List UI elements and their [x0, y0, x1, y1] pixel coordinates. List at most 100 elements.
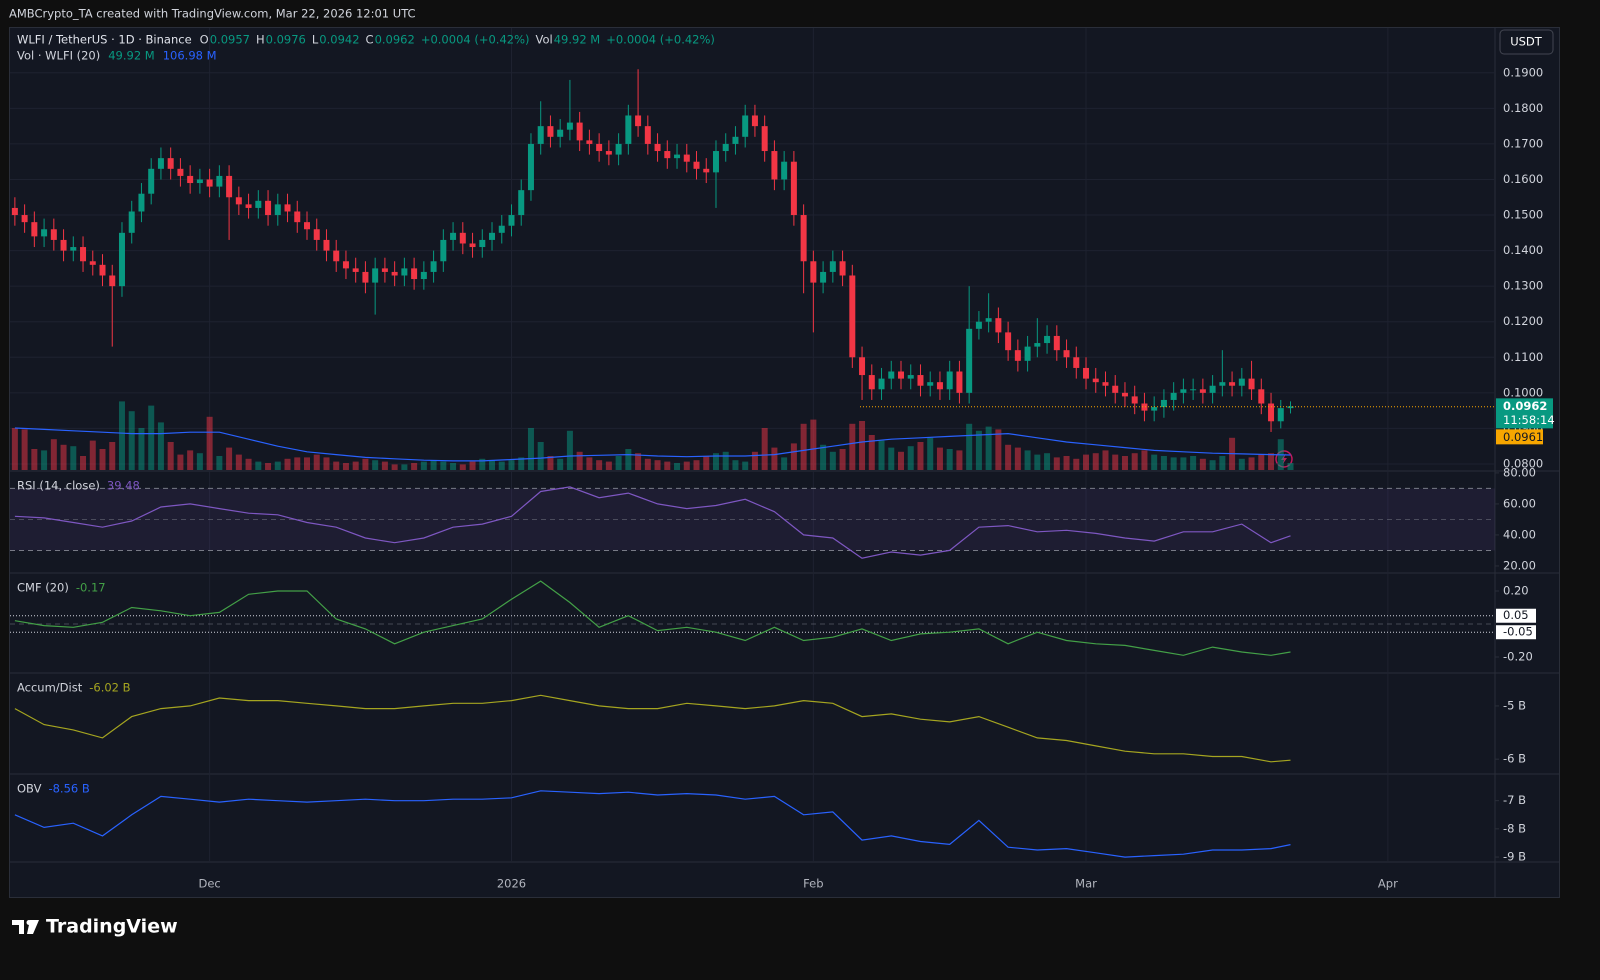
volume-bar — [898, 451, 904, 470]
attribution: AMBCrypto_TA created with TradingView.co… — [9, 7, 416, 21]
volume-bar — [576, 451, 583, 470]
candle-body — [839, 261, 846, 276]
candle-body — [596, 143, 603, 152]
volume-bar — [401, 464, 408, 470]
volume-bar — [469, 461, 476, 470]
candle-body — [11, 207, 18, 216]
ref-price-label: 0.0961 — [1503, 430, 1543, 444]
candle-body — [868, 375, 875, 390]
volume-bar — [255, 461, 262, 470]
candle-body — [790, 161, 797, 216]
candle-body — [956, 371, 963, 393]
y-tick-label: 0.1800 — [1503, 101, 1543, 115]
volume-bar — [323, 457, 330, 470]
y-tick-label: 0.1500 — [1503, 208, 1543, 222]
candle-body — [1199, 389, 1206, 393]
y-tick-label: -5 B — [1503, 698, 1526, 712]
candle-body — [333, 250, 340, 262]
volume-bar — [459, 464, 466, 470]
candle-body — [927, 382, 934, 386]
volume-bar — [1005, 444, 1012, 470]
candle-body — [450, 232, 457, 240]
volume-bar — [372, 460, 379, 470]
candle-body — [255, 200, 262, 208]
indicator-value: 39.48 — [107, 479, 140, 493]
logo-dot — [26, 920, 32, 925]
level-badge — [1496, 608, 1536, 623]
candle-body — [1131, 396, 1138, 404]
volume-bar — [1141, 450, 1148, 470]
candle-body — [41, 229, 48, 237]
candle-body — [498, 225, 505, 233]
volume-bar — [226, 447, 233, 470]
volume-bar — [391, 464, 398, 470]
y-tick-label: 0.1000 — [1503, 385, 1543, 399]
candle-body — [352, 268, 359, 272]
currency-button[interactable] — [1499, 29, 1554, 55]
volume-bar — [216, 456, 223, 470]
candle-body — [489, 232, 496, 240]
marks — [11, 69, 1294, 858]
candle-body — [1229, 382, 1236, 386]
volume-bar — [21, 429, 28, 470]
candle-body — [177, 168, 184, 176]
volume-bar — [625, 449, 632, 470]
candle-body — [693, 161, 700, 169]
volume-value: 49.92 M — [554, 33, 601, 47]
candle-body — [820, 271, 827, 283]
candle-body — [362, 271, 369, 283]
candle-body — [664, 151, 671, 159]
candle-body — [674, 154, 681, 159]
volume-bar — [664, 461, 671, 470]
volume-bar — [128, 411, 135, 470]
indicator-title: Accum/Dist — [17, 681, 83, 695]
candle-body — [430, 261, 437, 272]
candle-body — [1014, 350, 1021, 361]
y-tick-label: 80.00 — [1503, 465, 1536, 479]
y-tick-label: 0.1300 — [1503, 279, 1543, 293]
volume-bar — [1248, 457, 1255, 470]
y-tick-label: 20.00 — [1503, 558, 1536, 572]
volume-bar — [167, 442, 174, 470]
volume-bar — [430, 460, 437, 470]
quote-value: 0.0957 — [210, 33, 250, 47]
y-tick-label: 0.0800 — [1503, 456, 1543, 470]
volume-bar — [498, 461, 505, 470]
y-tick-label: 0.20 — [1503, 583, 1529, 597]
volume-bar — [99, 449, 106, 470]
y-tick-label: 40.00 — [1503, 527, 1536, 541]
indicator-line — [14, 790, 1291, 858]
volume-bar — [1063, 456, 1070, 470]
x-tick-label: Apr — [1378, 877, 1398, 891]
candle-body — [235, 197, 242, 205]
y-tick-label: 0.1400 — [1503, 243, 1543, 257]
volume-bar — [557, 458, 564, 470]
volume-change: +0.0004 (+0.42%) — [606, 33, 715, 47]
candle-body — [878, 378, 885, 390]
indicator-value: -8.56 B — [48, 782, 89, 796]
candle-body — [1073, 357, 1080, 368]
volume-bar — [1131, 453, 1138, 470]
candle-body — [1005, 332, 1012, 351]
volume-bar — [693, 460, 700, 470]
candle-body — [849, 275, 856, 358]
volume-bar — [148, 405, 155, 470]
candle-body — [1238, 378, 1245, 386]
volume-bar — [1053, 457, 1060, 470]
candle-body — [80, 247, 87, 262]
volume-bar — [1190, 456, 1197, 470]
indicator-line — [14, 580, 1291, 656]
volume-bar — [1238, 458, 1245, 470]
candle-body — [89, 261, 96, 265]
quote-change: +0.0004 (+0.42%) — [421, 33, 530, 47]
y-tick-label: -6 B — [1503, 752, 1526, 766]
candle-body — [1053, 335, 1060, 351]
volume-bar — [138, 428, 145, 470]
candle-body — [898, 371, 904, 379]
volume-bar — [946, 449, 953, 470]
candle-body — [1170, 392, 1177, 400]
candle-body — [274, 204, 281, 216]
volume-bar — [732, 460, 739, 470]
candle-body — [810, 261, 817, 283]
volume-bar — [547, 456, 554, 470]
